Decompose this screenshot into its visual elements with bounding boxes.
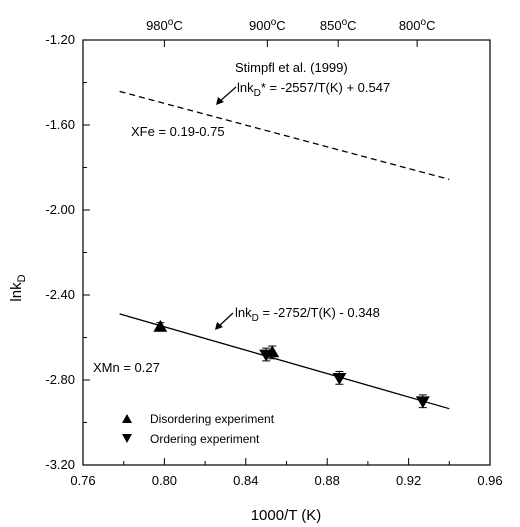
legend: Disordering experiment Ordering experime…	[122, 412, 275, 446]
x-tick-label: 0.80	[152, 473, 177, 488]
x-tick-labels: 0.76 0.80 0.84 0.88 0.92 0.96	[70, 473, 502, 488]
xfe-label: XFe = 0.19-0.75	[131, 124, 225, 139]
plot-frame	[82, 39, 491, 466]
top-axis-tick-labels: 980oC 900oC 850oC 800oC	[146, 17, 435, 33]
x-tick-label: 0.88	[315, 473, 340, 488]
ordering-point	[415, 396, 430, 409]
x-tick-label: 0.96	[477, 473, 502, 488]
stimpfl-reference: Stimpfl et al. (1999)	[235, 60, 348, 75]
x-tick-label: 0.76	[70, 473, 95, 488]
legend-marker-disordering	[122, 414, 132, 423]
data-points	[153, 319, 430, 409]
disordering-point	[153, 319, 168, 332]
fit-line	[119, 313, 450, 410]
y-tick-label: -3.20	[45, 457, 75, 472]
y-axis-label: lnkD	[8, 274, 28, 301]
legend-label-ordering: Ordering experiment	[150, 432, 260, 446]
x-tick-label: 0.84	[233, 473, 258, 488]
chart-lines	[119, 90, 450, 410]
y-tick-label: -1.20	[45, 32, 75, 47]
fit-arrow	[215, 312, 234, 330]
y-tick-label: -1.60	[45, 117, 75, 132]
stimpfl-equation: lnkD* = -2557/T(K) + 0.547	[237, 80, 390, 99]
top-tick-label: 800oC	[399, 17, 436, 33]
legend-marker-ordering	[122, 434, 132, 443]
x-tick-label: 0.92	[396, 473, 421, 488]
y-tick-label: -2.40	[45, 287, 75, 302]
ordering-point	[332, 372, 347, 385]
top-tick-label: 900oC	[249, 17, 286, 33]
x-axis-label: 1000/T (K)	[251, 507, 322, 524]
stimpfl-arrow	[216, 86, 237, 105]
y-tick-label: -2.80	[45, 372, 75, 387]
stimpfl-line	[119, 90, 450, 181]
y-tick-label: -2.00	[45, 202, 75, 217]
xmn-label: XMn = 0.27	[93, 360, 160, 375]
y-tick-labels: -1.20 -1.60 -2.00 -2.40 -2.80 -3.20	[45, 32, 75, 472]
top-tick-label: 980oC	[146, 17, 183, 33]
plot-area-border	[82, 39, 491, 466]
fit-equation: lnkD = -2752/T(K) - 0.348	[235, 305, 380, 324]
top-tick-label: 850oC	[320, 17, 357, 33]
ordering-point	[259, 349, 274, 362]
legend-label-disordering: Disordering experiment	[150, 412, 275, 426]
tick-marks	[82, 39, 491, 466]
